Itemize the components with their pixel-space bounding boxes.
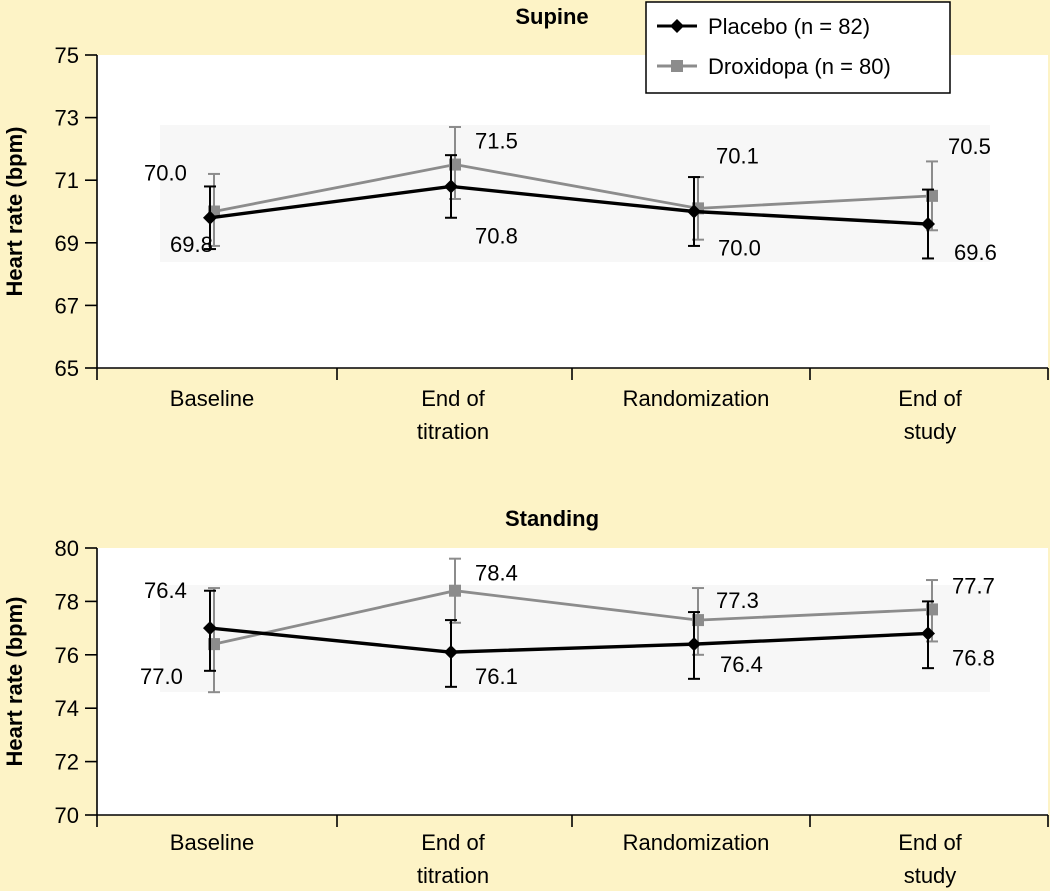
data-point	[687, 637, 701, 652]
y-tick-label: 67	[55, 293, 79, 318]
y-axis-label: Heart rate (bpm)	[2, 127, 27, 297]
x-category-label: Baseline	[170, 830, 254, 855]
data-point	[444, 179, 458, 194]
data-point	[203, 621, 217, 636]
legend-label: Placebo (n = 82)	[708, 14, 870, 39]
data-label: 70.0	[144, 161, 187, 186]
chart-panel-standing: Standing Heart rate (bpm) 70 72 74 76 78 80 Base…	[2, 506, 1049, 888]
data-point	[687, 204, 701, 219]
chart-panel-supine: Supine Heart rate (bpm) 65 67 69 71 73 75 Baseli…	[2, 4, 1049, 444]
legend-label: Droxidopa (n = 80)	[708, 54, 891, 79]
x-category-label: End of	[421, 386, 485, 411]
data-point	[449, 584, 461, 597]
data-label: 70.0	[718, 236, 761, 261]
data-point	[444, 645, 458, 660]
data-point	[203, 210, 217, 225]
data-label: 77.0	[140, 664, 183, 689]
data-point	[921, 626, 935, 641]
data-label: 76.1	[475, 664, 518, 689]
series-placebo: 77.0 76.1 76.4 76.8	[140, 589, 995, 689]
series-placebo: 69.8 70.8 70.0 69.6	[170, 154, 997, 265]
x-category-label: Randomization	[623, 386, 770, 411]
x-category-label: End of	[421, 830, 485, 855]
data-label: 76.4	[144, 578, 187, 603]
series-line	[213, 589, 933, 646]
panel-title: Standing	[505, 506, 599, 531]
data-label: 76.4	[720, 652, 763, 677]
legend-box	[645, 1, 951, 94]
x-category-label: study	[904, 863, 957, 888]
y-tick-label: 73	[55, 106, 79, 131]
data-label: 77.3	[716, 588, 759, 613]
series-line	[213, 163, 933, 213]
plot-data-strip	[160, 125, 990, 262]
x-category-label: Baseline	[170, 386, 254, 411]
data-label: 69.6	[954, 240, 997, 265]
data-label: 70.8	[475, 223, 518, 248]
data-point	[921, 217, 935, 232]
y-tick-label: 74	[55, 696, 79, 721]
y-tick-label: 69	[55, 231, 79, 256]
y-tick-label: 71	[55, 168, 79, 193]
y-axis-label: Heart rate (bpm)	[2, 597, 27, 767]
x-category-label: study	[904, 419, 957, 444]
y-tick-label: 80	[55, 536, 79, 561]
y-tick-label: 65	[55, 356, 79, 381]
data-label: 70.5	[948, 134, 991, 159]
data-label: 69.8	[170, 232, 213, 257]
y-tick-label: 72	[55, 750, 79, 775]
series-line	[209, 626, 929, 654]
y-tick-label: 76	[55, 643, 79, 668]
y-tick-label: 78	[55, 589, 79, 614]
data-label: 76.8	[952, 645, 995, 670]
series-droxidopa: 76.4 78.4 77.3 77.7	[144, 557, 995, 694]
x-category-label: Randomization	[623, 830, 770, 855]
legend-swatch-marker	[671, 60, 683, 72]
y-tick-label: 75	[55, 43, 79, 68]
panel-title: Supine	[515, 4, 588, 29]
x-category-label: titration	[417, 863, 489, 888]
plot-data-strip	[160, 585, 990, 692]
legend: Placebo (n = 82) Droxidopa (n = 80)	[645, 1, 951, 94]
data-label: 78.4	[475, 561, 518, 586]
y-tick-label: 70	[55, 803, 79, 828]
series-line	[209, 184, 929, 226]
data-label: 77.7	[952, 573, 995, 598]
data-label: 70.1	[716, 143, 759, 168]
x-category-label: End of	[898, 386, 962, 411]
data-label: 71.5	[475, 129, 518, 154]
legend-swatch-marker	[670, 19, 684, 33]
x-category-label: End of	[898, 830, 962, 855]
x-category-label: titration	[417, 419, 489, 444]
